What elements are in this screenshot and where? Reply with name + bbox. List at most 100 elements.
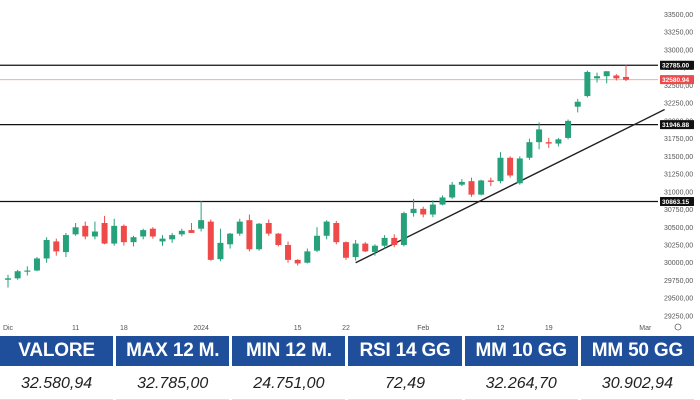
value-mm-50gg: 30.902,94 <box>580 369 694 400</box>
level-label-bg <box>660 197 694 207</box>
y-tick-label: 30500,00 <box>664 225 693 232</box>
level-label-bg <box>660 60 694 70</box>
candle-body <box>159 238 166 242</box>
y-tick-label: 29500,00 <box>664 296 693 303</box>
candle-body <box>545 142 552 144</box>
level-label: 32580.94 <box>662 77 689 84</box>
candle-body <box>14 271 21 279</box>
candle-body <box>323 221 330 236</box>
stats-table: VALORE MAX 12 M. MIN 12 M. RSI 14 GG MM … <box>0 336 700 400</box>
candle-body <box>333 223 340 243</box>
candle-body <box>400 213 407 245</box>
settings-icon <box>674 323 682 331</box>
value-mm-10gg: 32.264,70 <box>464 369 578 400</box>
candle-body <box>111 225 118 244</box>
y-tick-label: 31250,00 <box>664 172 693 179</box>
candle-body <box>33 258 40 271</box>
candle-body <box>72 227 79 235</box>
candle-body <box>120 225 127 243</box>
candle-body <box>275 233 282 245</box>
level-label-bg <box>660 120 694 130</box>
candle-body <box>178 230 185 235</box>
candle-body <box>227 233 234 245</box>
x-tick-label: Mar <box>639 325 652 332</box>
candle-body <box>207 221 214 260</box>
candle-body <box>497 157 504 182</box>
candle-body <box>429 204 436 215</box>
x-tick-label: 11 <box>72 325 79 332</box>
y-tick-label: 30250,00 <box>664 242 693 249</box>
y-tick-label: 33000,00 <box>664 47 693 54</box>
x-tick-label: Dic <box>3 325 14 332</box>
header-max-12m: MAX 12 M. <box>116 336 230 366</box>
candle-body <box>352 243 359 258</box>
y-tick-label: 30750,00 <box>664 207 693 214</box>
x-tick-label: 19 <box>545 325 553 332</box>
y-tick-label: 32250,00 <box>664 101 693 108</box>
x-tick-label: 18 <box>120 325 128 332</box>
y-tick-label: 33500,00 <box>664 12 693 19</box>
candle-body <box>91 231 98 237</box>
candle-body <box>5 278 11 280</box>
candle-body <box>613 75 620 79</box>
candle-body <box>507 157 514 176</box>
candle-body <box>603 71 610 77</box>
x-tick-label: 2024 <box>193 325 209 332</box>
candle-body <box>43 240 50 259</box>
value-valore: 32.580,94 <box>0 369 114 400</box>
header-mm-50gg: MM 50 GG <box>580 336 694 366</box>
candle-body <box>487 180 494 182</box>
x-tick-label: 12 <box>497 325 505 332</box>
candle-body <box>53 241 60 252</box>
candle-body <box>285 244 292 260</box>
candle-body <box>574 101 581 107</box>
level-label: 31946.88 <box>662 122 689 129</box>
candle-body <box>420 208 427 215</box>
candle-body <box>149 228 156 237</box>
y-tick-label: 31000,00 <box>664 189 693 196</box>
candle-body <box>140 230 147 237</box>
candle-body <box>458 181 465 185</box>
candle-body <box>526 142 533 158</box>
header-valore: VALORE <box>0 336 114 366</box>
y-tick-label: 33250,00 <box>664 30 693 37</box>
y-tick-label: 30000,00 <box>664 260 693 267</box>
stats-value-row: 32.580,94 32.785,00 24.751,00 72,49 32.2… <box>0 369 694 400</box>
candle-body <box>410 208 417 214</box>
x-tick-label: Feb <box>417 325 429 332</box>
candle-body <box>236 221 243 234</box>
y-tick-label: 31750,00 <box>664 136 693 143</box>
candle-body <box>565 120 572 138</box>
y-tick-label: 32500,00 <box>664 83 693 90</box>
candle-body <box>256 223 263 250</box>
candle-body <box>381 237 388 246</box>
level-label-bg <box>660 75 694 85</box>
candle-body <box>623 76 629 80</box>
header-min-12m: MIN 12 M. <box>232 336 346 366</box>
candle-body <box>342 242 349 258</box>
candle-body <box>265 223 272 234</box>
candle-body <box>169 235 176 240</box>
candle-body <box>391 237 398 245</box>
candle-body <box>516 158 523 184</box>
candle-body <box>584 71 591 97</box>
candle-body <box>536 129 543 143</box>
value-max-12m: 32.785,00 <box>116 369 230 400</box>
candle-body <box>246 220 253 250</box>
candle-body <box>449 184 456 198</box>
candle-body <box>362 243 369 252</box>
candle-body <box>101 223 108 244</box>
header-rsi-14gg: RSI 14 GG <box>348 336 462 366</box>
candle-body <box>555 139 562 144</box>
stats-header-row: VALORE MAX 12 M. MIN 12 M. RSI 14 GG MM … <box>0 336 694 366</box>
candle-body <box>304 251 311 263</box>
trend-line <box>355 108 665 264</box>
value-min-12m: 24.751,00 <box>232 369 346 400</box>
candle-body <box>371 245 378 253</box>
x-tick-label: 22 <box>342 325 350 332</box>
candle-body <box>217 242 224 260</box>
level-label: 32785.00 <box>662 63 689 70</box>
candle-body <box>198 220 205 229</box>
candle-body <box>314 235 320 251</box>
candle-body <box>82 225 89 237</box>
